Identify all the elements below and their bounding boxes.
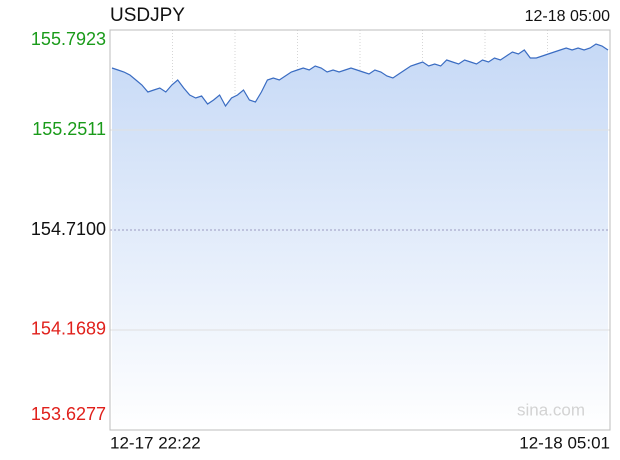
price-line	[111, 43, 609, 108]
y-tick-label: 155.7923	[31, 29, 106, 49]
area-fill	[112, 44, 608, 430]
x-tick-label: 12-17 22:22	[110, 433, 201, 452]
watermark: sina.com	[517, 400, 585, 419]
plot-border	[109, 29, 611, 431]
y-tick-label: 155.2511	[32, 119, 106, 139]
chart-title: USDJPY	[110, 5, 185, 26]
y-tick-label: 154.7100	[31, 219, 106, 239]
y-tick-label: 153.6277	[31, 404, 106, 424]
y-tick-label: 154.1689	[31, 319, 106, 339]
timestamp: 12-18 05:00	[525, 8, 611, 25]
x-tick-label: 12-18 05:01	[519, 433, 610, 452]
